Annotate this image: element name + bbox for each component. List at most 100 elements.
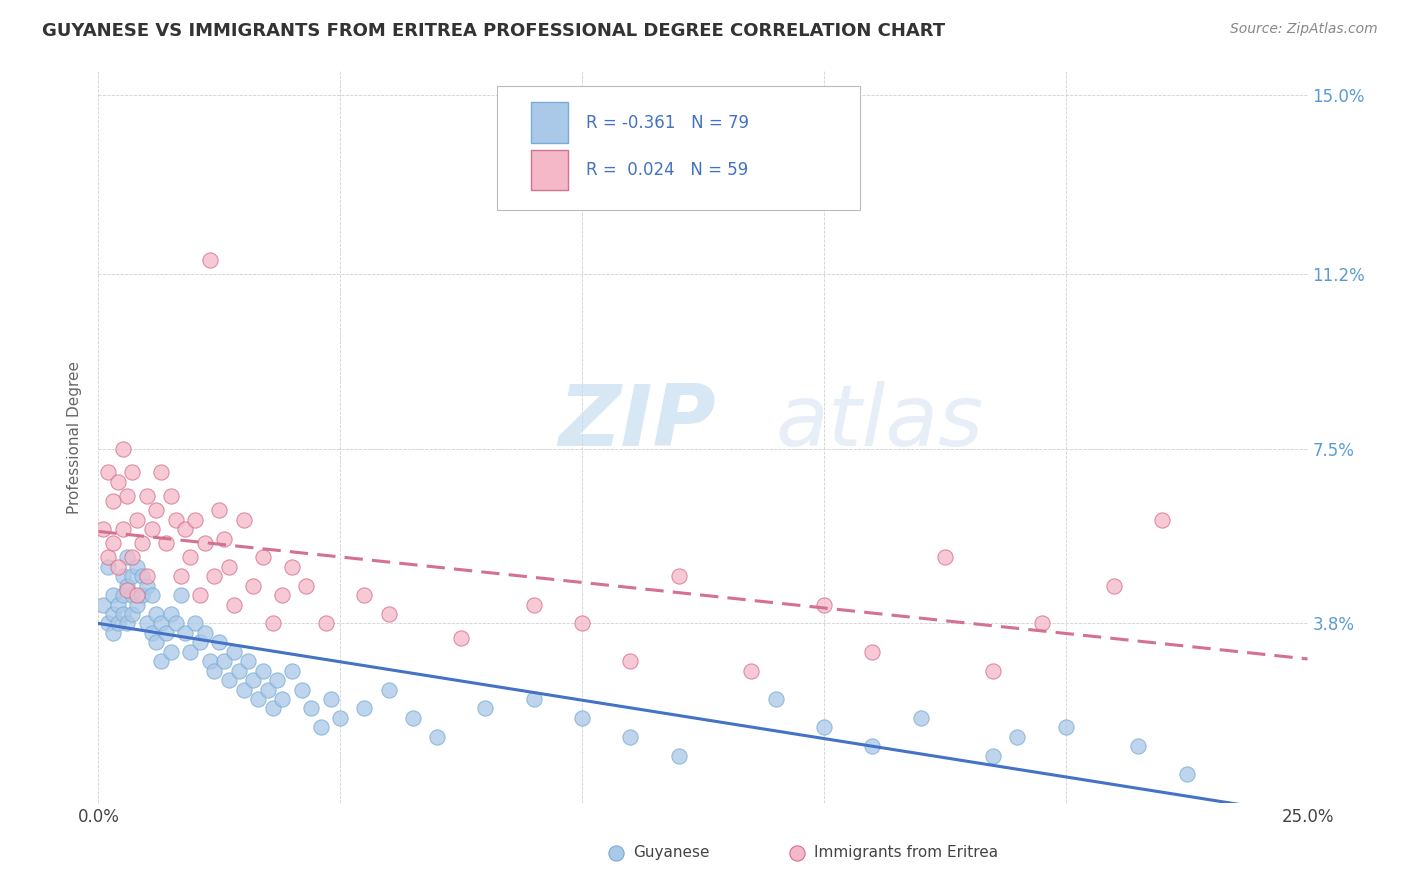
Point [981, 664, 1004, 678]
Point [619, 730, 641, 744]
Point [141, 588, 163, 602]
Point [121, 569, 143, 583]
Point [131, 536, 153, 550]
Point [252, 550, 274, 565]
Point [299, 701, 322, 715]
Text: R = -0.361   N = 79: R = -0.361 N = 79 [586, 113, 749, 131]
Point [232, 682, 254, 697]
Point [619, 654, 641, 668]
Text: R =  0.024   N = 59: R = 0.024 N = 59 [586, 161, 748, 179]
Point [668, 569, 690, 583]
Point [107, 559, 129, 574]
Point [262, 701, 284, 715]
Point [117, 489, 139, 503]
Point [160, 489, 183, 503]
Point [228, 664, 250, 678]
Point [315, 616, 337, 631]
Point [290, 682, 312, 697]
Point [135, 569, 157, 583]
Point [169, 569, 191, 583]
Point [121, 466, 143, 480]
Point [247, 692, 270, 706]
Text: GUYANESE VS IMMIGRANTS FROM ERITREA PROFESSIONAL DEGREE CORRELATION CHART: GUYANESE VS IMMIGRANTS FROM ERITREA PROF… [42, 22, 945, 40]
Point [813, 720, 835, 734]
Point [910, 711, 932, 725]
Point [101, 607, 124, 621]
Point [97, 550, 120, 565]
FancyBboxPatch shape [531, 103, 568, 143]
Point [426, 730, 449, 744]
Point [295, 579, 318, 593]
Point [523, 692, 546, 706]
Text: atlas: atlas [776, 381, 984, 464]
Point [281, 664, 304, 678]
Point [174, 522, 197, 536]
Point [145, 607, 167, 621]
Point [121, 607, 143, 621]
Point [127, 588, 149, 602]
Point [377, 682, 399, 697]
Point [194, 536, 217, 550]
Point [117, 579, 139, 593]
Point [165, 616, 187, 631]
Point [91, 522, 114, 536]
Point [117, 616, 139, 631]
Point [232, 513, 254, 527]
Point [238, 654, 260, 668]
Point [212, 654, 235, 668]
Point [222, 645, 245, 659]
Point [198, 253, 221, 268]
Point [150, 616, 173, 631]
Point [765, 692, 787, 706]
FancyBboxPatch shape [531, 150, 568, 190]
Point [198, 654, 221, 668]
Point [101, 493, 124, 508]
Point [155, 626, 177, 640]
Point [1128, 739, 1150, 754]
Point [242, 673, 264, 687]
Point [934, 550, 956, 565]
Point [150, 466, 173, 480]
Point [169, 588, 191, 602]
Point [271, 588, 294, 602]
Point [135, 616, 157, 631]
Point [309, 720, 332, 734]
Text: Guyanese: Guyanese [633, 845, 710, 860]
Point [204, 664, 226, 678]
Point [860, 645, 883, 659]
Point [184, 513, 207, 527]
Point [450, 631, 472, 645]
Point [353, 588, 375, 602]
Point [121, 550, 143, 565]
Point [813, 598, 835, 612]
Point [127, 559, 149, 574]
Point [107, 475, 129, 489]
Point [474, 701, 496, 715]
Text: ZIP: ZIP [558, 381, 716, 464]
Point [256, 682, 278, 697]
Point [121, 588, 143, 602]
Point [281, 559, 304, 574]
Point [252, 664, 274, 678]
Point [155, 536, 177, 550]
Point [111, 607, 134, 621]
Point [174, 626, 197, 640]
Point [117, 583, 139, 598]
Point [97, 616, 120, 631]
Point [184, 616, 207, 631]
Point [101, 536, 124, 550]
Point [97, 559, 120, 574]
Point [402, 711, 425, 725]
Text: Source: ZipAtlas.com: Source: ZipAtlas.com [1230, 22, 1378, 37]
Y-axis label: Professional Degree: Professional Degree [67, 360, 83, 514]
Point [262, 616, 284, 631]
Point [212, 532, 235, 546]
Point [131, 588, 153, 602]
Point [319, 692, 342, 706]
Point [204, 569, 226, 583]
Point [97, 466, 120, 480]
Point [571, 711, 593, 725]
Point [571, 616, 593, 631]
Point [145, 635, 167, 649]
Point [179, 550, 201, 565]
